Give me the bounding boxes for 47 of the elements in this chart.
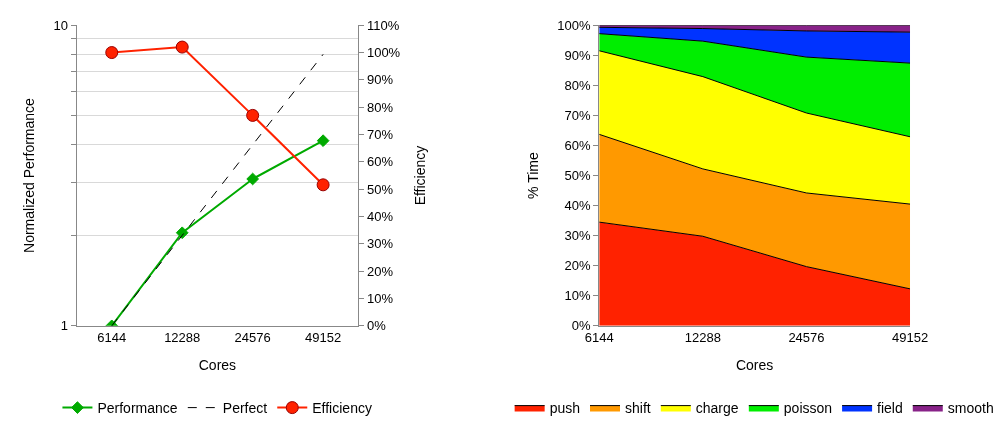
x-tick-label: 12288 — [684, 330, 721, 346]
y-tick-label: 10% — [564, 288, 592, 304]
x-axis-title: Cores — [735, 356, 774, 373]
y-tick-label: 40% — [564, 198, 592, 214]
y2-tick-label: 80% — [366, 99, 394, 115]
y2-tick-label: 110% — [366, 17, 400, 33]
x-tick-label: 49152 — [892, 330, 929, 346]
y-tick-label: 90% — [564, 47, 592, 63]
y2-tick-label: 60% — [366, 154, 394, 170]
legend-label: charge — [695, 400, 739, 417]
y-tick-label: 20% — [564, 258, 592, 274]
x-tick-label: 49152 — [305, 330, 342, 346]
legend-label: Perfect — [222, 400, 268, 417]
y-axis-title: % Time — [524, 151, 541, 199]
point — [246, 172, 260, 186]
legend-label: smooth — [947, 400, 994, 417]
x-tick-label: 24576 — [234, 330, 271, 346]
y-tick-label: 30% — [564, 228, 592, 244]
x-tick-label: 12288 — [164, 330, 201, 346]
y2-axis-title: Efficiency — [411, 145, 428, 206]
y2-tick-label: 10% — [366, 291, 394, 307]
x-axis-title: Cores — [198, 356, 237, 373]
legend-label: poisson — [783, 400, 833, 417]
y2-tick-label: 70% — [366, 127, 394, 143]
y-tick-label: 80% — [564, 77, 592, 93]
y-axis-title: Normalized Performance — [21, 97, 38, 253]
y2-tick-label: 40% — [366, 209, 394, 225]
x-tick-label: 6144 — [97, 330, 127, 346]
y2-tick-label: 90% — [366, 72, 394, 88]
y-tick-label: 1 — [60, 318, 68, 334]
y2-tick-label: 30% — [366, 236, 394, 252]
y2-tick-label: 50% — [366, 181, 394, 197]
y-tick-label: 10 — [53, 17, 68, 33]
y2-tick-label: 0% — [366, 318, 387, 334]
point — [316, 134, 330, 148]
y-tick-label: 60% — [564, 138, 592, 154]
legend-label: field — [877, 400, 903, 417]
y2-tick-label: 100% — [366, 45, 401, 61]
legend-label: Performance — [97, 400, 178, 417]
x-tick-label: 24576 — [788, 330, 825, 346]
legend-label: shift — [625, 400, 651, 417]
y2-tick-label: 20% — [366, 263, 394, 279]
legend-label: push — [549, 400, 581, 417]
y-tick-label: 70% — [564, 107, 592, 123]
legend-label: Efficiency — [312, 400, 372, 417]
y-tick-label: 100% — [557, 17, 592, 33]
y-tick-label: 50% — [564, 168, 592, 184]
